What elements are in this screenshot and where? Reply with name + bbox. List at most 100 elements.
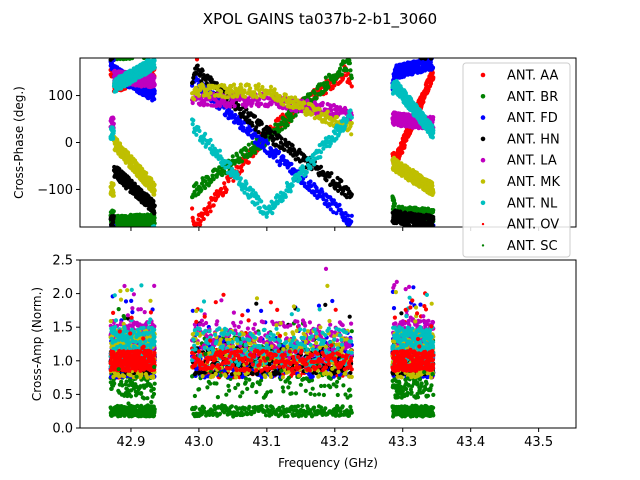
- cross-phase-point: [198, 219, 203, 224]
- cross-phase-point: [308, 179, 313, 184]
- cross-phase-point: [111, 209, 116, 214]
- cross-phase-point: [152, 182, 157, 187]
- cross-phase-point: [152, 88, 157, 93]
- cross-phase-point: [349, 121, 354, 126]
- cross-phase-point: [431, 115, 436, 120]
- cross-phase-point: [248, 128, 253, 133]
- cross-phase-point: [152, 210, 157, 215]
- cross-phase-point: [280, 127, 285, 132]
- cross-phase-point: [211, 177, 216, 182]
- cross-phase-point: [282, 147, 287, 152]
- cross-phase-point: [141, 58, 147, 61]
- cross-phase-point: [194, 132, 199, 137]
- cross-phase-point: [260, 84, 265, 90]
- cross-phase-point: [238, 119, 243, 124]
- cross-phase-point: [314, 185, 319, 191]
- cross-phase-point: [259, 101, 264, 106]
- cross-phase-point: [194, 181, 199, 186]
- cross-phase-point: [276, 118, 281, 123]
- cross-phase-point: [211, 203, 216, 208]
- cross-phase-point: [191, 219, 196, 224]
- cross-phase-point: [195, 63, 200, 68]
- cross-phase-point: [152, 97, 157, 102]
- cross-phase-point: [203, 131, 208, 136]
- cross-phase-point: [207, 201, 212, 206]
- cross-phase-point: [301, 176, 306, 181]
- cross-phase-point: [210, 173, 215, 178]
- cross-phase-point: [152, 188, 157, 193]
- cross-phase-point: [201, 216, 206, 222]
- cross-phase-point: [152, 58, 157, 63]
- cross-phase-point: [346, 213, 351, 218]
- cross-phase-point: [130, 58, 135, 61]
- cross-phase-point: [293, 113, 298, 118]
- cross-phase-point: [236, 103, 241, 108]
- cross-phase-point: [344, 68, 349, 73]
- cross-phase-point: [231, 82, 237, 87]
- cross-phase-point: [205, 102, 210, 107]
- cross-phase-point: [347, 81, 352, 86]
- cross-phase-point: [208, 137, 213, 143]
- cross-phase-point: [196, 93, 201, 98]
- cross-phase-point: [323, 75, 328, 80]
- cross-phase-point: [339, 178, 344, 184]
- cross-phase-point: [190, 122, 195, 127]
- cross-phase-point: [349, 75, 354, 81]
- cross-phase-point: [430, 183, 435, 188]
- cross-phase-point: [349, 219, 354, 224]
- cross-phase-point: [244, 148, 249, 153]
- cross-phase-point: [276, 149, 282, 154]
- figure-title: XPOL GAINS ta037b-2-b1_3060: [203, 10, 437, 29]
- cross-phase-point: [349, 192, 354, 197]
- cross-phase-point: [290, 115, 295, 120]
- cross-phase-point: [111, 121, 116, 126]
- cross-phase-point: [235, 153, 240, 158]
- cross-phase-point: [310, 111, 315, 117]
- cross-phase-point: [309, 184, 314, 189]
- cross-phase-point: [111, 182, 116, 187]
- cross-phase-point: [207, 95, 212, 100]
- cross-phase-point: [324, 198, 329, 203]
- cross-phase-point: [402, 143, 407, 148]
- cross-phase-point: [302, 101, 307, 106]
- cross-phase-point: [197, 128, 202, 134]
- cross-phase-point: [111, 135, 116, 140]
- cross-phase-point: [152, 75, 157, 80]
- cross-phase-point: [334, 114, 340, 120]
- cross-phase-point: [220, 172, 225, 178]
- cross-phase-point: [268, 129, 274, 134]
- cross-phase-point: [254, 95, 259, 100]
- cross-phase-point: [190, 80, 195, 85]
- cross-phase-point: [246, 142, 251, 147]
- cross-phase-point: [239, 159, 245, 164]
- cross-phase-point: [268, 84, 274, 89]
- cross-phase-point: [308, 91, 313, 97]
- cross-phase-point: [431, 208, 436, 213]
- cross-phase-point: [314, 95, 319, 101]
- cross-phase-point: [252, 114, 258, 119]
- cross-phase-point: [324, 178, 329, 183]
- cross-phase-point: [347, 61, 352, 66]
- cross-phase-point: [343, 211, 348, 216]
- cross-phase-point: [252, 150, 258, 155]
- cross-phase-point: [111, 116, 116, 121]
- cross-phase-point: [256, 130, 261, 135]
- cross-phase-point: [281, 102, 286, 107]
- cross-phase-point: [259, 121, 264, 126]
- cross-phase-point: [294, 109, 299, 114]
- cross-phase-point: [254, 134, 259, 139]
- cross-phase-point: [349, 213, 354, 218]
- cross-phase-point: [431, 75, 436, 80]
- cross-phase-point: [338, 66, 343, 71]
- cross-phase-point: [431, 217, 436, 222]
- cross-phase-point: [208, 209, 213, 214]
- cross-phase-point: [256, 82, 261, 87]
- cross-phase-point: [318, 164, 324, 169]
- cross-phase-point: [346, 71, 351, 76]
- cross-phase-point: [289, 161, 294, 167]
- cross-phase-point: [203, 185, 208, 191]
- cross-phase-point: [152, 65, 157, 70]
- cross-phase-point: [152, 203, 157, 208]
- cross-phase-point: [421, 99, 426, 105]
